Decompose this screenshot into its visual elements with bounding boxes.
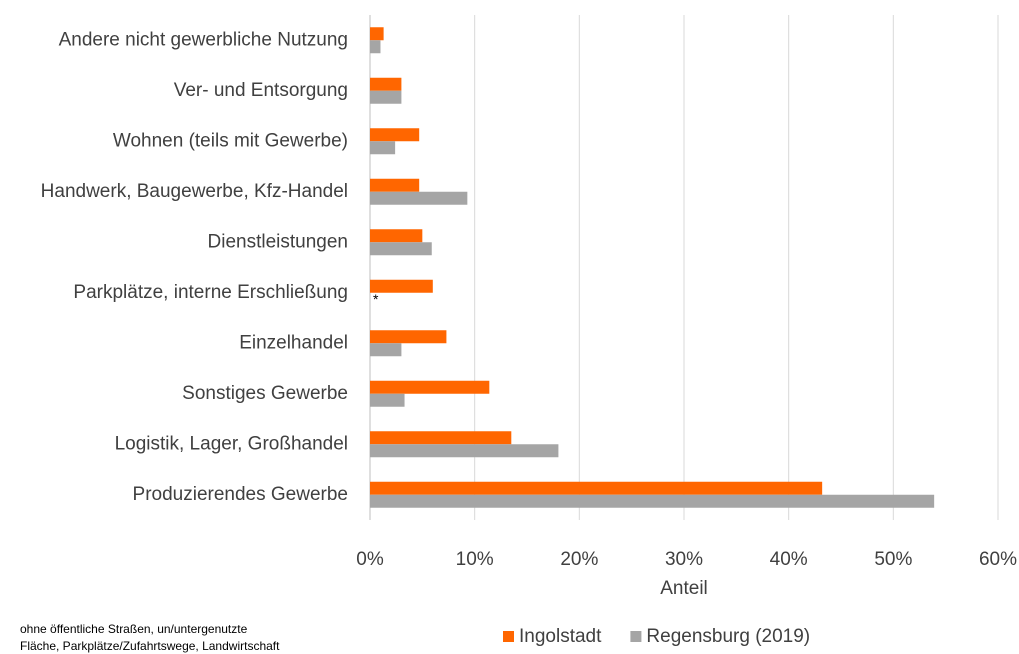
bar [370,178,420,192]
bar [370,380,490,394]
bar [370,27,384,41]
x-tick-label: 40% [770,549,808,570]
x-tick-label: 30% [665,549,703,570]
footnote: Fläche, Parkplätze/Zufahrtswege, Landwir… [20,639,280,653]
legend-label: Ingolstadt [519,626,602,647]
y-tick-label: Parkplätze, interne Erschließung [73,282,348,303]
y-tick-label: Handwerk, Baugewerbe, Kfz-Handel [41,181,348,202]
y-tick-label: Sonstiges Gewerbe [182,383,348,404]
bar [370,393,405,407]
bar [370,141,396,155]
y-tick-label: Wohnen (teils mit Gewerbe) [113,130,348,151]
x-tick-label: 60% [979,549,1017,570]
x-tick-label: 10% [456,549,494,570]
bar [370,128,420,142]
bar [370,444,559,458]
x-tick-label: 0% [356,549,384,570]
bar [370,90,402,104]
y-tick-label: Andere nicht gewerbliche Nutzung [59,29,348,50]
y-tick-label: Logistik, Lager, Großhandel [115,433,348,454]
annotation: * [373,291,379,307]
x-axis-label: Anteil [660,578,708,599]
bar [370,40,381,54]
y-tick-label: Produzierendes Gewerbe [133,484,348,505]
y-tick-label: Dienstleistungen [208,231,348,252]
bar [370,343,402,357]
bar [370,242,432,256]
y-tick-label: Ver- und Entsorgung [174,80,348,101]
legend-swatch [630,631,642,642]
bar [370,279,433,293]
bar [370,494,935,508]
x-tick-label: 20% [560,549,598,570]
bar [370,431,512,445]
legend-swatch [503,631,514,642]
bar [370,229,423,243]
bar [370,77,402,91]
legend-label: Regensburg (2019) [646,626,810,647]
x-tick-label: 50% [874,549,912,570]
bar [370,191,468,205]
footnote: ohne öffentliche Straßen, un/untergenutz… [20,622,248,636]
bar [370,481,823,495]
y-tick-label: Einzelhandel [239,332,348,353]
bar [370,330,447,344]
